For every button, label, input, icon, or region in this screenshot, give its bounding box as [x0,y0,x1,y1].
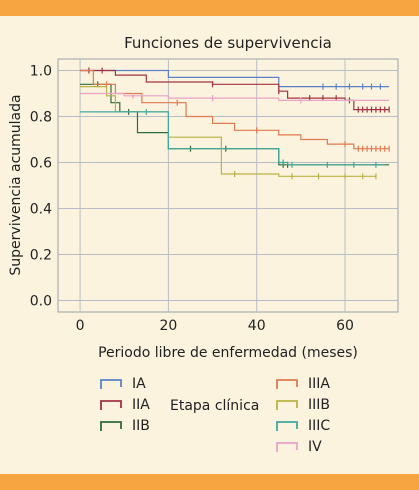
legend-swatch-ia [100,379,122,389]
legend-label: IA [132,376,146,392]
legend-column-left: IA IIA IIB [100,374,150,437]
y-tick-label: 0.4 [30,202,52,218]
x-tick-label: 0 [76,318,85,334]
legend-label: IIIC [308,418,331,434]
legend-label: IIIB [308,397,330,413]
legend-item-iiic: IIIC [276,416,330,436]
legend-label: IIB [132,418,150,434]
y-tick-label: 1.0 [30,64,52,80]
legend-item-iia: IIA [100,395,150,415]
chart-title: Funciones de supervivencia [124,34,332,52]
series-layer [80,67,390,180]
legend-column-right: IIIA IIIB IIIC IV [276,374,330,458]
series-line-iv [80,92,390,101]
axis-ticks: 0 20 40 60 0.0 0.2 0.4 0.6 0.8 1.0 [30,64,354,335]
y-axis-label: Supervivencia acumulada [8,94,24,275]
legend-item-iiib: IIIB [276,395,330,415]
legend-label: IV [308,439,322,455]
x-axis-label: Periodo libre de enfermedad (meses) [98,345,358,361]
legend-item-iiia: IIIA [276,374,330,394]
series-line-iiic [80,111,385,166]
legend-item-iib: IIB [100,416,150,436]
legend-swatch-iia [100,400,122,410]
y-tick-label: 0.0 [30,294,52,310]
y-tick-label: 0.2 [30,248,52,264]
survival-chart: Funciones de supervivencia 0 20 40 60 0.0 0.2… [8,34,399,361]
x-tick-label: 40 [248,318,266,334]
plot-frame [57,58,399,313]
series-line-iiia [80,69,390,150]
legend-swatch-iib [100,421,122,431]
legend-label: IIA [132,397,150,413]
legend-label: IIIA [308,376,330,392]
y-tick-label: 0.8 [30,110,52,126]
legend-swatch-iiic [276,421,298,431]
legend-swatch-iiia [276,379,298,389]
x-tick-label: 60 [336,318,354,334]
y-tick-label: 0.6 [30,156,52,172]
x-tick-label: 20 [159,318,177,334]
grid-lines [58,59,398,312]
legend-swatch-iv [276,442,298,452]
legend-item-iv: IV [276,437,330,457]
top-accent-band [0,0,419,16]
legend-item-ia: IA [100,374,150,394]
legend-swatch-iiib [276,400,298,410]
legend-title: Etapa clínica [170,398,260,414]
bottom-accent-band [0,474,419,490]
